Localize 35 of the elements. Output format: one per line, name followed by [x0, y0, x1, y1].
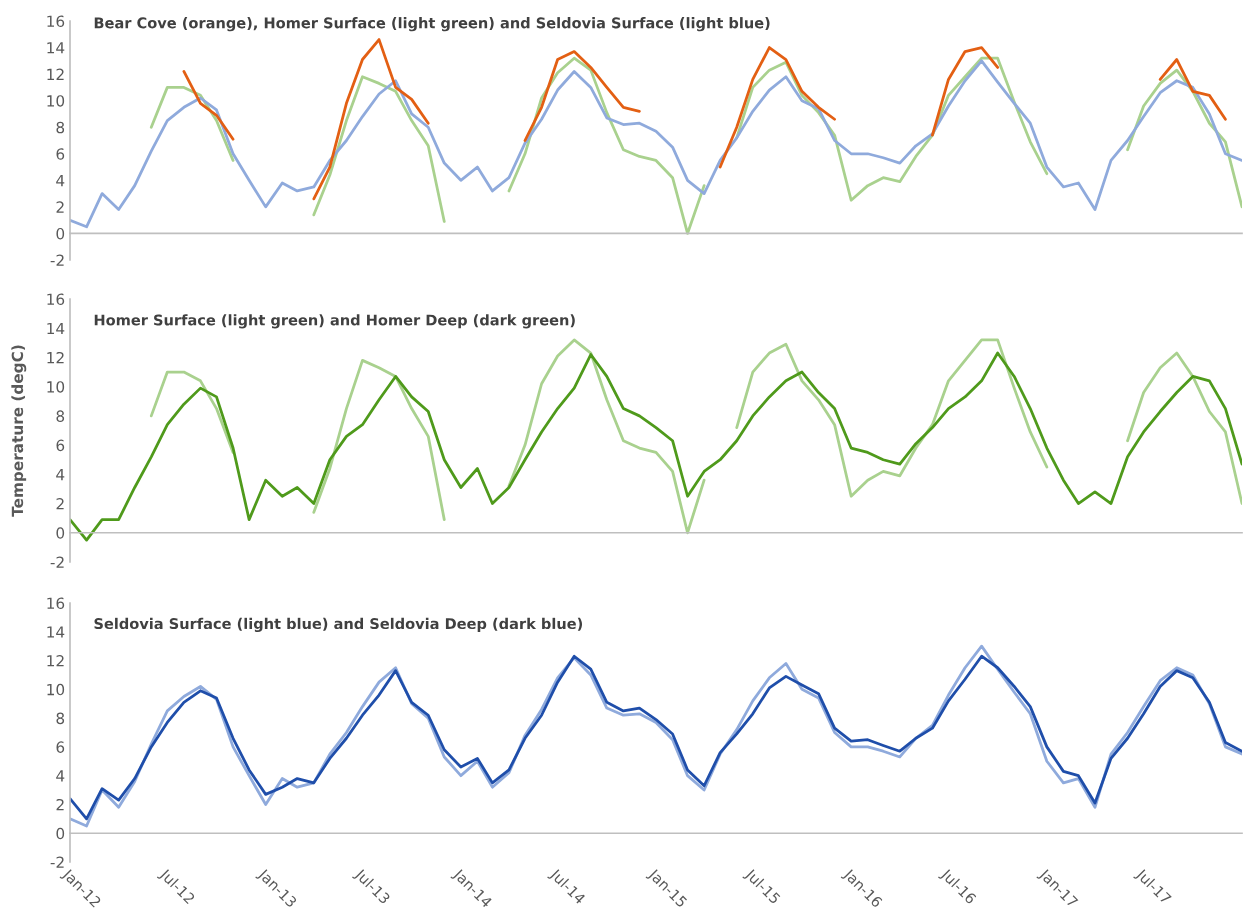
y-tick-label: -2 [50, 556, 64, 568]
y-tick-label: 16 [47, 597, 65, 610]
y-tick-label: 2 [56, 798, 64, 811]
y-tick-label: 8 [56, 410, 65, 422]
y-tick-label: -2 [50, 856, 64, 868]
line-series [70, 351, 1242, 542]
y-tick-label: 0 [56, 827, 65, 840]
y-tick-label: 12 [47, 68, 64, 80]
y-tick-label: 0 [56, 227, 65, 240]
y-tick-label: 14 [47, 322, 65, 335]
y-tick-label: 12 [47, 351, 64, 364]
y-tick-label: 2 [56, 201, 64, 213]
y-tick-label: 16 [47, 293, 65, 306]
text: Homer Surface (light green) and Homer Deep (dark green) [94, 314, 575, 329]
y-tick-label: 14 [47, 42, 65, 54]
y-tick-label: 6 [56, 741, 65, 753]
y-tick-label: 8 [56, 121, 65, 134]
y-tick-label: 12 [47, 655, 64, 667]
y-tick-label: -2 [50, 254, 64, 266]
y-tick-label: 10 [47, 683, 65, 696]
y-tick-label: 4 [56, 469, 65, 481]
y-tick-label: 16 [47, 15, 65, 28]
y-tick-label: 10 [47, 95, 65, 107]
y-tick-label: 6 [56, 439, 65, 452]
chart-title: Bear Cove (orange), Homer Surface (light green) and Seldovia Surface (light blue) [94, 17, 770, 32]
y-tick-label: 4 [56, 770, 65, 782]
y-tick-label: 8 [56, 712, 65, 725]
y-tick-label: 14 [47, 626, 65, 638]
text: Seldovia Surface (light blue) and Seldovia Deep (dark blue) [94, 617, 583, 633]
y-tick-label: 2 [56, 498, 64, 510]
y-tick-label: 4 [56, 175, 65, 187]
y-tick-label: 6 [56, 148, 65, 160]
y-axis-title: Temperature (degC) [11, 345, 27, 517]
y-tick-label: 0 [56, 527, 65, 539]
y-tick-label: 10 [47, 381, 65, 393]
